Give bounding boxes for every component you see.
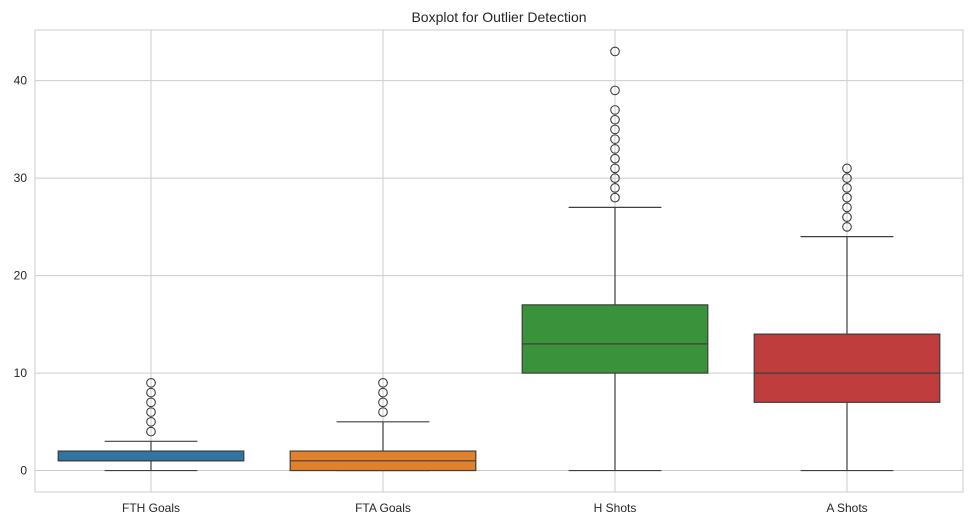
x-tick-label: H Shots (594, 501, 637, 515)
y-tick-label: 0 (20, 464, 27, 478)
outlier-point (610, 183, 620, 193)
x-tick-label: A Shots (826, 501, 867, 515)
outlier-point (146, 407, 156, 417)
outlier-point (610, 85, 620, 96)
outlier-point (146, 416, 156, 427)
outlier-point (146, 377, 156, 388)
box-group-1 (289, 377, 477, 472)
outlier-point (842, 202, 852, 213)
outlier-point (610, 46, 620, 57)
box-iqr (521, 304, 709, 374)
outlier-point (842, 173, 852, 184)
chart-title: Boxplot for Outlier Detection (411, 9, 586, 25)
outlier-point (842, 192, 852, 203)
outlier-point (610, 105, 620, 115)
outlier-point (146, 387, 156, 398)
outlier-point (146, 426, 156, 437)
outlier-point (610, 163, 620, 174)
outlier-point (842, 163, 852, 174)
box-group-3 (753, 163, 941, 472)
outlier-point (610, 144, 620, 154)
x-tick-label: FTA Goals (355, 501, 411, 515)
box-group-2 (521, 46, 709, 472)
box-iqr (57, 450, 245, 462)
outlier-point (610, 153, 620, 164)
plot-area (57, 46, 941, 472)
box-iqr (753, 333, 941, 403)
axes: 0 10 20 30 40 FTH Goals FTA Goals H Shots A Shot… (14, 74, 868, 515)
plot-frame (34, 29, 964, 493)
outlier-point (378, 387, 388, 398)
box-group-0 (57, 377, 245, 472)
outlier-point (610, 114, 620, 125)
outlier-point (378, 407, 388, 417)
y-tick-label: 30 (14, 171, 28, 185)
y-tick-label: 20 (14, 269, 28, 283)
outlier-point (378, 397, 388, 408)
outlier-point (610, 124, 620, 135)
outlier-point (146, 397, 156, 408)
outlier-point (610, 134, 620, 145)
outlier-point (842, 222, 852, 232)
x-tick-label: FTH Goals (122, 501, 180, 515)
outlier-point (378, 377, 388, 388)
gridlines (34, 29, 964, 493)
outlier-point (842, 212, 852, 222)
y-tick-label: 40 (14, 74, 28, 88)
outlier-point (842, 183, 852, 193)
y-tick-label: 10 (14, 366, 28, 380)
outlier-point (610, 173, 620, 184)
outlier-point (610, 192, 620, 203)
